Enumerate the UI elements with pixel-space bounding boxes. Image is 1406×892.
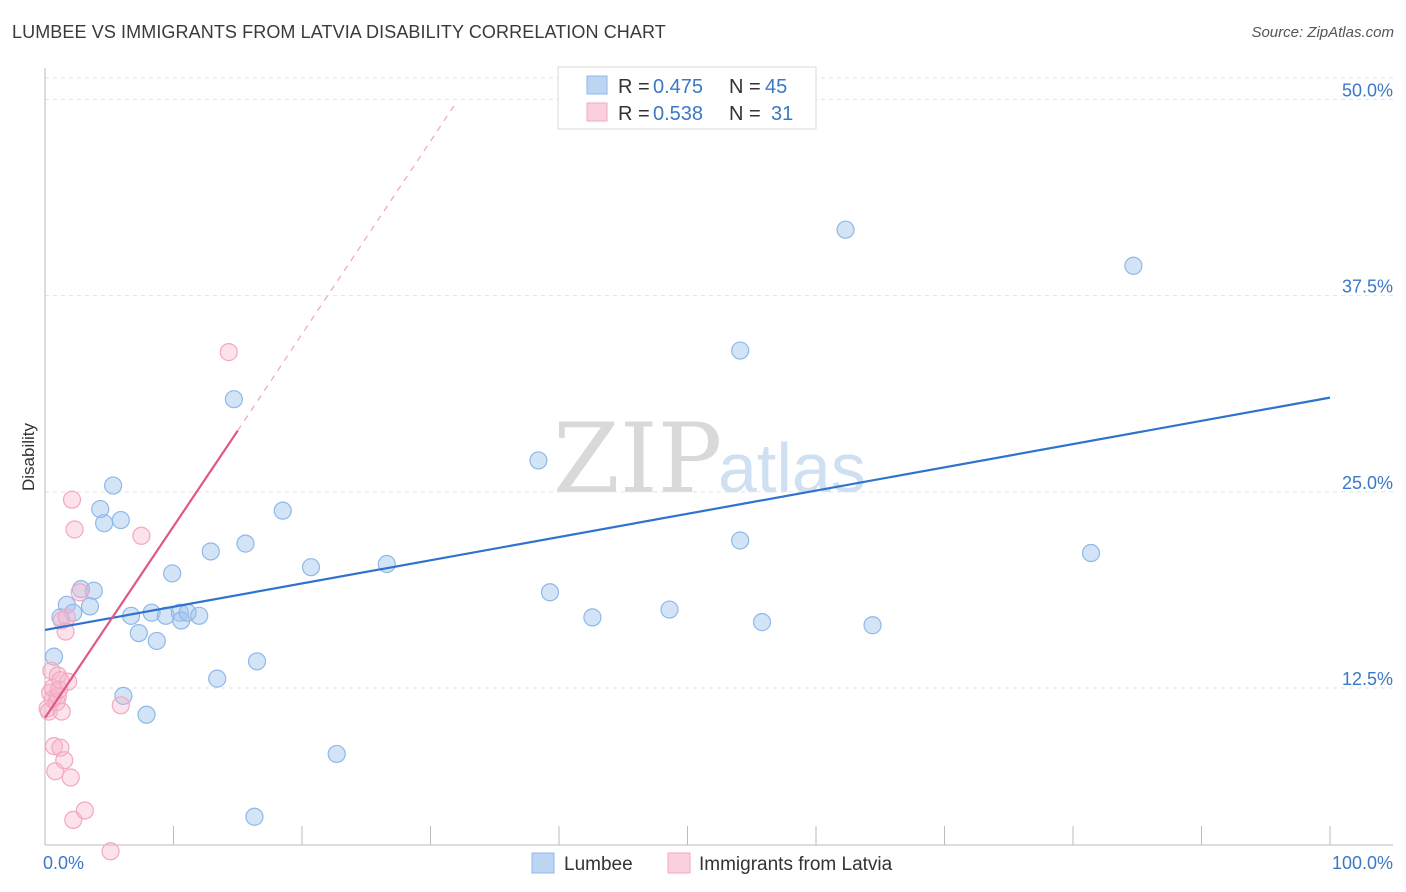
latvia-point	[111, 696, 130, 715]
source-label: Source: ZipAtlas.com	[1251, 24, 1394, 41]
latvia-point	[48, 666, 67, 685]
latvia-point	[75, 801, 94, 820]
lumbee-point	[137, 705, 156, 724]
legend-n-label-latvia: N =	[729, 103, 761, 125]
lumbee-point	[327, 744, 346, 764]
legend-swatch-latvia	[586, 102, 608, 122]
y-axis-label: Disability	[19, 422, 38, 491]
legend-r-value-lumbee: 0.475	[653, 76, 703, 98]
latvia-trend-line	[44, 429, 239, 719]
legend-r-label-lumbee: R =	[618, 76, 650, 98]
lumbee-trend-line	[44, 396, 1331, 632]
latvia-point	[51, 671, 70, 690]
latvia-point	[55, 751, 74, 770]
gridlines	[45, 77, 1393, 689]
latvia-point	[101, 842, 120, 861]
lumbee-point	[863, 616, 882, 635]
bottom-legend-latvia: Immigrants from Latvia	[699, 854, 893, 875]
lumbee-point	[1081, 543, 1101, 563]
latvia-point	[52, 611, 71, 630]
lumbee-point	[836, 220, 855, 239]
lumbee-point	[273, 501, 292, 520]
lumbee-point	[201, 542, 220, 561]
lumbee-point	[190, 606, 209, 625]
latvia-point	[61, 768, 80, 787]
latvia-point	[44, 737, 64, 756]
lumbee-point	[111, 510, 130, 530]
lumbee-point	[84, 581, 103, 600]
legend-n-label-lumbee: N =	[729, 76, 761, 98]
latvia-point	[52, 702, 71, 721]
lumbee-point	[44, 647, 64, 666]
lumbee-point	[224, 390, 243, 409]
axes	[44, 68, 1393, 846]
x-tick-label: 100.0%	[1332, 853, 1393, 873]
y-tick-label: 37.5%	[1342, 277, 1393, 297]
latvia-point	[65, 520, 84, 539]
legend-r-value-latvia: 0.538	[653, 103, 703, 125]
lumbee-point	[147, 631, 166, 651]
watermark-zip: ZIP	[553, 403, 722, 515]
lumbee-points	[44, 220, 1143, 826]
latvia-trend-extension	[237, 102, 457, 431]
lumbee-point	[247, 652, 267, 671]
lumbee-point	[91, 499, 110, 519]
latvia-point	[70, 583, 89, 602]
chart-title: LUMBEE VS IMMIGRANTS FROM LATVIA DISABIL…	[12, 22, 666, 42]
bottom-legend-swatch-latvia	[667, 852, 691, 874]
legend-r-label-latvia: R =	[618, 103, 650, 125]
y-tick-label: 25.0%	[1342, 473, 1393, 493]
lumbee-point	[529, 451, 548, 470]
latvia-point	[132, 526, 151, 545]
lumbee-point	[208, 669, 227, 688]
lumbee-point	[163, 564, 182, 583]
lumbee-point	[245, 807, 264, 826]
trend-lines	[44, 102, 1331, 719]
y-tick-label: 50.0%	[1342, 80, 1393, 100]
bottom-legend: Lumbee Immigrants from Latvia	[531, 852, 893, 875]
lumbee-point	[660, 600, 679, 619]
lumbee-point	[540, 583, 560, 602]
x-tick-labels: 0.0% 100.0%	[43, 853, 1393, 873]
lumbee-point	[752, 613, 772, 632]
lumbee-point	[129, 623, 148, 643]
lumbee-point	[236, 534, 255, 553]
y-tick-label: 12.5%	[1342, 669, 1393, 689]
lumbee-point	[1124, 256, 1143, 275]
lumbee-point	[104, 476, 123, 495]
legend-n-value-lumbee: 45	[765, 76, 787, 98]
bottom-legend-lumbee: Lumbee	[564, 854, 633, 875]
lumbee-point	[731, 531, 750, 550]
legend-swatch-lumbee	[586, 75, 608, 95]
legend-n-value-latvia: 31	[771, 103, 793, 125]
y-tick-labels: 12.5% 25.0% 37.5% 50.0%	[1342, 80, 1393, 689]
top-legend: R = 0.475 N = 45 R = 0.538 N = 31	[557, 66, 817, 130]
lumbee-point	[80, 597, 100, 616]
latvia-point	[62, 490, 82, 509]
lumbee-point	[301, 558, 321, 577]
latvia-point	[57, 608, 76, 627]
lumbee-point	[731, 341, 750, 360]
lumbee-point	[95, 514, 114, 533]
lumbee-point	[583, 608, 602, 627]
bottom-legend-swatch-lumbee	[531, 852, 555, 874]
latvia-point	[219, 343, 238, 362]
x-tick-label: 0.0%	[43, 853, 84, 873]
